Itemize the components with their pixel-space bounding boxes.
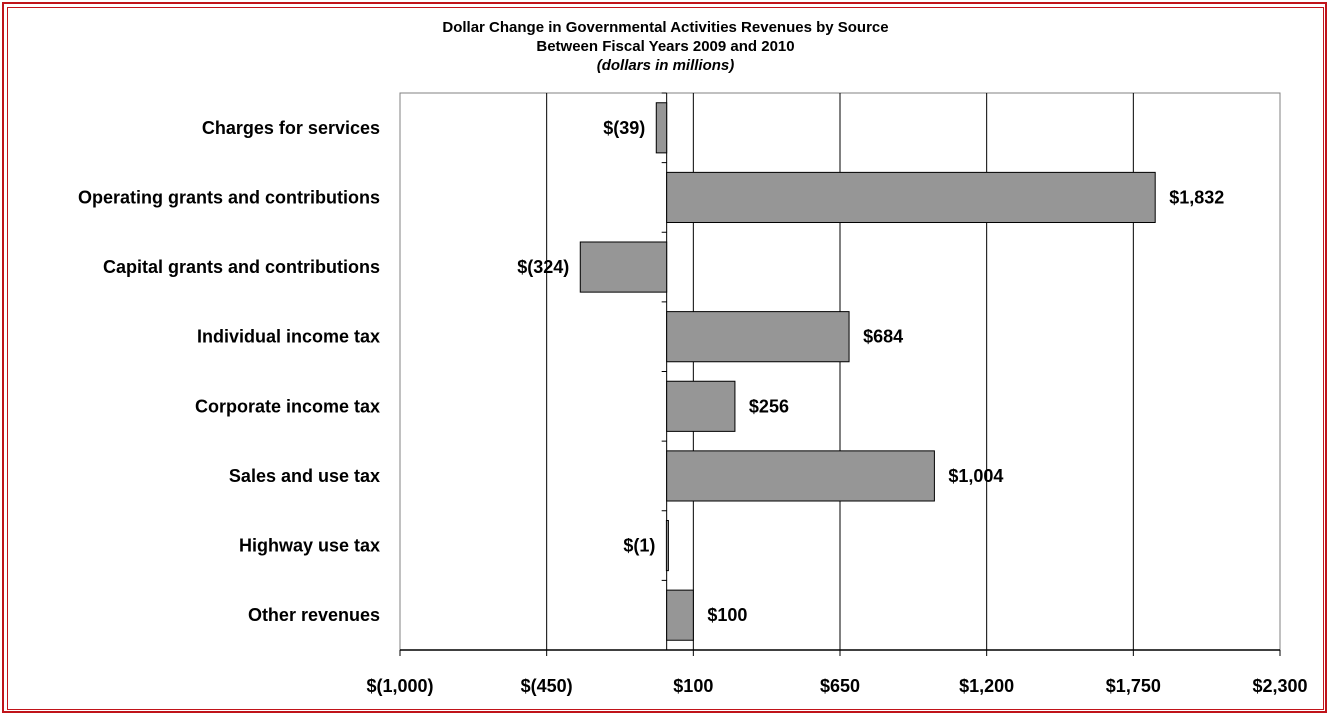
x-tick-label: $(1,000): [366, 676, 433, 696]
bar: [666, 450, 935, 502]
x-tick-label: $1,200: [959, 676, 1014, 696]
category-label: Highway use tax: [239, 536, 380, 556]
data-label: $256: [749, 396, 789, 416]
bar: [655, 102, 668, 154]
chart-title: Dollar Change in Governmental Activities…: [442, 19, 889, 36]
data-label: $1,004: [948, 466, 1003, 486]
bar: [666, 311, 850, 363]
x-tick-label: $1,750: [1106, 676, 1161, 696]
chart-units-note: (dollars in millions): [596, 57, 735, 74]
data-label: $684: [863, 327, 903, 347]
inner-border: [7, 7, 1324, 710]
category-label: Corporate income tax: [195, 396, 380, 416]
chart-subtitle: Between Fiscal Years 2009 and 2010: [536, 38, 795, 55]
category-label: Sales and use tax: [229, 466, 380, 486]
category-label: Capital grants and contributions: [103, 257, 380, 277]
x-tick-label: $650: [820, 676, 860, 696]
bar: [666, 380, 736, 432]
data-label: $100: [707, 605, 747, 625]
data-label: $(1): [623, 536, 655, 556]
bar: [665, 519, 669, 572]
bar: [579, 241, 668, 293]
data-label: $1,832: [1169, 187, 1224, 207]
x-tick-label: $100: [673, 676, 713, 696]
x-tick-label: $(450): [521, 676, 573, 696]
x-tick-label: $2,300: [1252, 676, 1307, 696]
data-label: $(324): [517, 257, 569, 277]
bar: [666, 171, 1156, 224]
data-label: $(39): [603, 118, 645, 138]
category-label: Other revenues: [248, 605, 380, 625]
category-label: Individual income tax: [197, 327, 380, 347]
category-label: Charges for services: [202, 118, 380, 138]
category-label: Operating grants and contributions: [78, 187, 380, 207]
bar: [666, 589, 694, 641]
